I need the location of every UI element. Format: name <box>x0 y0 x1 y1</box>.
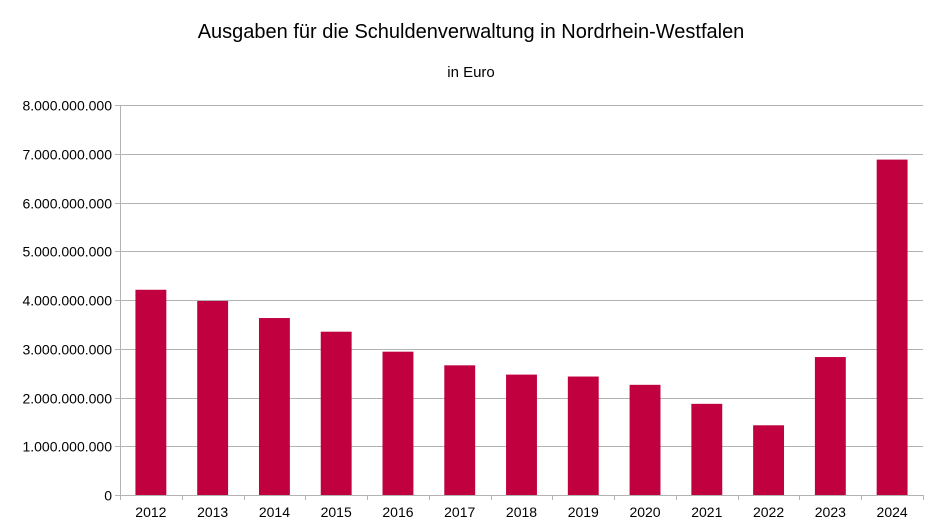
y-tick-label: 7.000.000.000 <box>22 147 112 163</box>
gridlines <box>120 105 923 447</box>
y-tick-label: 8.000.000.000 <box>22 98 112 114</box>
bar-2022 <box>753 425 785 495</box>
x-tick-label: 2024 <box>877 504 908 520</box>
x-tick-label: 2016 <box>382 504 413 520</box>
x-tick-label: 2023 <box>815 504 846 520</box>
x-tick-label: 2014 <box>259 504 290 520</box>
y-tick-label: 5.000.000.000 <box>22 244 112 260</box>
chart-title: Ausgaben für die Schuldenverwaltung in N… <box>198 21 745 43</box>
bar-2012 <box>135 289 167 495</box>
x-tick-label: 2017 <box>444 504 475 520</box>
y-tick-label: 1.000.000.000 <box>22 439 112 455</box>
bar-2014 <box>258 318 290 495</box>
x-tick-label: 2020 <box>629 504 660 520</box>
bar-2013 <box>197 300 229 495</box>
axes <box>115 105 924 500</box>
bar-2021 <box>691 403 723 495</box>
bar-2024 <box>876 159 908 495</box>
y-tick-label: 0 <box>104 488 112 504</box>
bar-2018 <box>506 374 537 495</box>
bar-2016 <box>382 351 414 495</box>
x-tick-label: 2018 <box>506 504 537 520</box>
bar-2023 <box>814 357 846 495</box>
y-tick-label: 4.000.000.000 <box>22 293 112 309</box>
bar-2019 <box>567 376 599 495</box>
bars <box>135 159 908 495</box>
x-tick-label: 2022 <box>753 504 784 520</box>
bar-2020 <box>629 384 661 495</box>
x-tick-label: 2012 <box>135 504 166 520</box>
chart-subtitle: in Euro <box>447 64 495 81</box>
x-tick-labels: 2012 2013 2014 2015 2016 2017 2018 2019 2020 2021… <box>135 504 908 520</box>
x-tick-label: 2013 <box>197 504 228 520</box>
y-tick-label: 6.000.000.000 <box>22 196 112 212</box>
y-tick-labels: 0 1.000.000.000 2.000.000.000 3.000.000.000… <box>22 98 112 504</box>
x-tick-label: 2015 <box>321 504 352 520</box>
x-tick-label: 2019 <box>568 504 599 520</box>
y-tick-label: 2.000.000.000 <box>22 391 112 407</box>
x-tick-label: 2021 <box>691 504 722 520</box>
y-tick-label: 3.000.000.000 <box>22 342 112 358</box>
bar-2015 <box>320 331 352 495</box>
bar-2017 <box>444 365 476 495</box>
